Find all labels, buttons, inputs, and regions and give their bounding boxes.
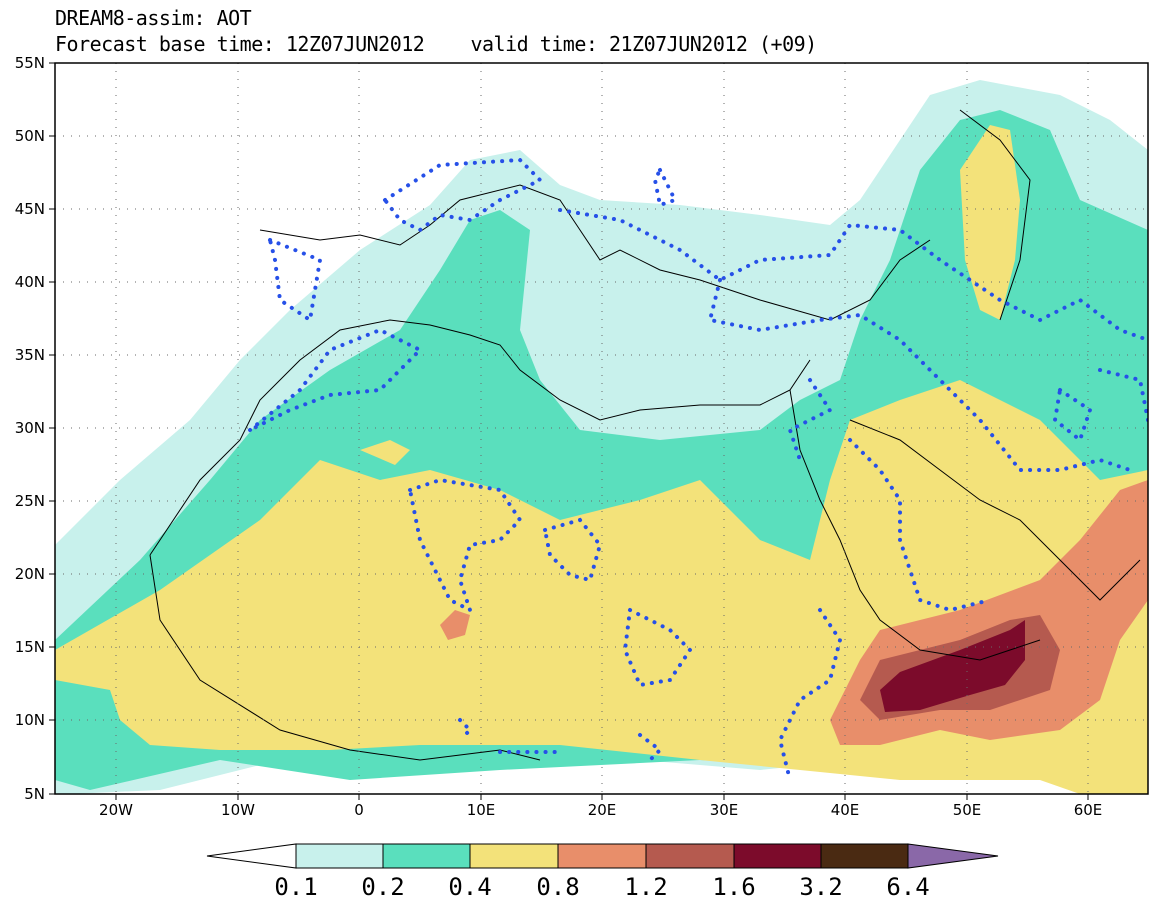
lat-label: 55N [15,54,45,72]
map-subtitle-times: Forecast base time: 12Z07JUN2012 valid t… [55,32,817,56]
longitude-labels: 20W 10W 0 10E 20E 30E 40E 50E 60E [99,801,1102,819]
lon-label: 50E [953,801,982,819]
colorbar-label: 0.2 [361,873,404,901]
lat-label: 20N [15,565,45,583]
lat-label: 45N [15,200,45,218]
lat-label: 15N [15,638,45,656]
lat-label: 50N [15,127,45,145]
lon-label: 40E [831,801,860,819]
colorbar-label: 0.1 [274,873,317,901]
axis-ticks [49,62,1089,800]
colorbar [206,843,999,869]
aot-field [55,63,1148,794]
lon-label: 60E [1074,801,1103,819]
colorbar-under-arrow [206,843,297,869]
lon-label: 0 [354,801,364,819]
colorbar-swatch [295,843,384,869]
colorbar-label: 6.4 [886,873,929,901]
colorbar-swatch [733,843,822,869]
lat-label: 40N [15,273,45,291]
lon-label: 20W [99,801,133,819]
coastlines [149,109,1141,761]
colorbar-labels: 0.1 0.2 0.4 0.8 1.2 1.6 3.2 6.4 [274,873,929,901]
lon-label: 10E [467,801,496,819]
lon-label: 10W [221,801,255,819]
colorbar-label: 0.8 [536,873,579,901]
lon-label: 20E [588,801,617,819]
colorbar-over-arrow [907,843,999,869]
lat-label: 35N [15,346,45,364]
colorbar-swatch [820,843,909,869]
latitude-labels: 55N 50N 45N 40N 35N 30N 25N 20N 15N 10N … [15,54,45,803]
colorbar-label: 3.2 [799,873,842,901]
lat-label: 25N [15,492,45,510]
colorbar-label: 0.4 [448,873,491,901]
colorbar-swatch [645,843,735,869]
colorbar-swatch [557,843,647,869]
lat-label: 5N [24,785,45,803]
lat-label: 30N [15,419,45,437]
map-title: DREAM8-assim: AOT [55,6,252,30]
colorbar-label: 1.2 [624,873,667,901]
lat-label: 10N [15,711,45,729]
colorbar-label: 1.6 [712,873,755,901]
colorbar-swatch [469,843,559,869]
lon-label: 30E [710,801,739,819]
colorbar-swatch [382,843,471,869]
dotted-blue-contour [248,157,1148,782]
